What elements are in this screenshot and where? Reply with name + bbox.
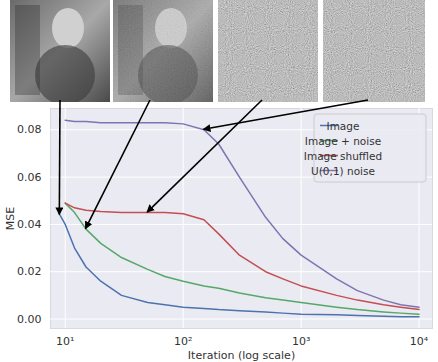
svg-text:Image: Image	[327, 120, 360, 132]
svg-text:0.04: 0.04	[17, 218, 42, 231]
svg-text:0.06: 0.06	[17, 171, 42, 184]
svg-text:10²: 10²	[174, 335, 192, 348]
svg-text:0.00: 0.00	[17, 313, 42, 326]
svg-text:10³: 10³	[292, 335, 310, 348]
svg-text:Iteration (log scale): Iteration (log scale)	[188, 349, 295, 362]
svg-text:Image + noise: Image + noise	[305, 135, 381, 147]
svg-text:Image shuffled: Image shuffled	[304, 150, 382, 162]
svg-text:10¹: 10¹	[56, 335, 74, 348]
svg-text:U(0,1) noise: U(0,1) noise	[311, 165, 375, 177]
svg-text:0.02: 0.02	[17, 265, 42, 278]
svg-text:10⁴: 10⁴	[410, 335, 429, 348]
svg-text:MSE: MSE	[4, 207, 17, 230]
svg-text:0.08: 0.08	[17, 123, 42, 136]
